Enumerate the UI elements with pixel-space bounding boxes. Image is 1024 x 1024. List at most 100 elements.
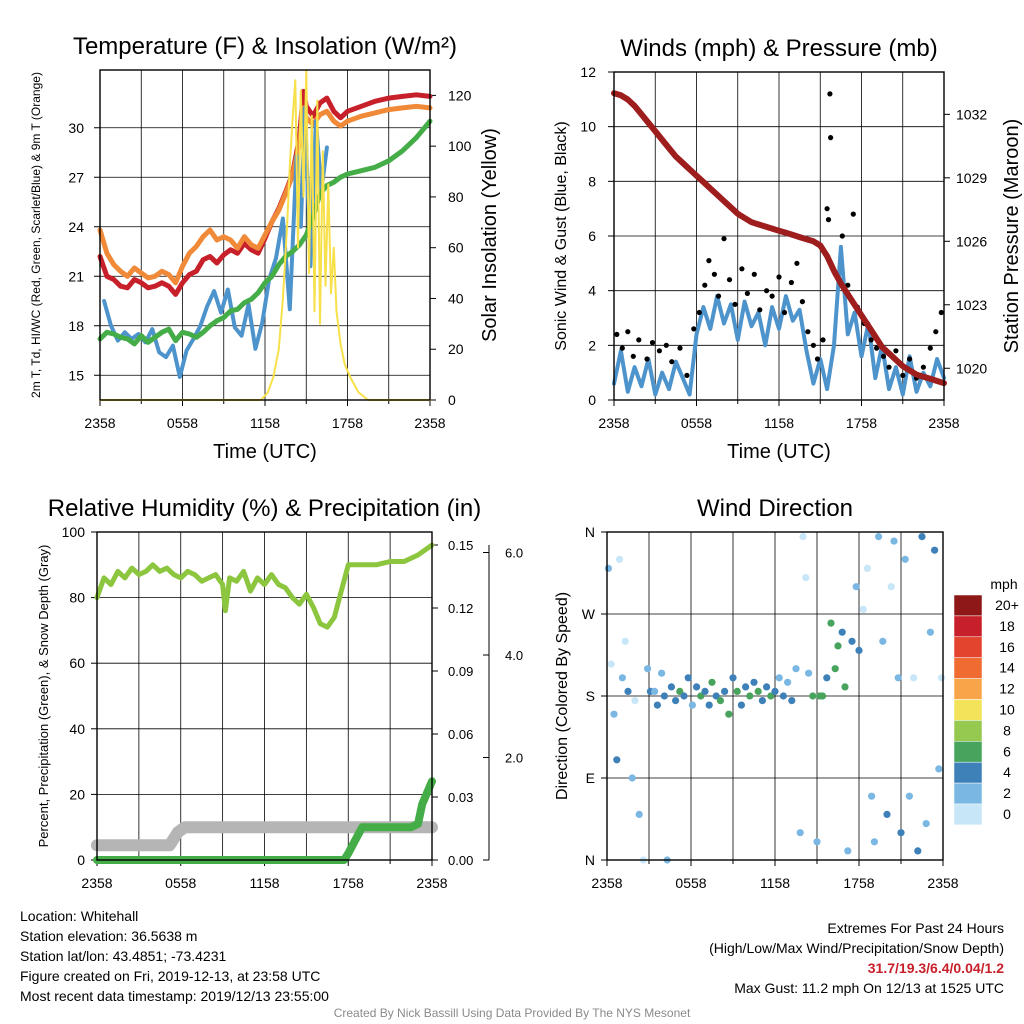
precip-tick-label: 0.00: [448, 853, 473, 868]
winds-panel: 2358 0558 1158 1758 2358 Winds (mph) & Pressu…: [553, 35, 1023, 463]
legend-swatch: [953, 594, 983, 617]
direction-point: [754, 687, 762, 696]
credit-line: Created By Nick Bassill Using Data Provi…: [333, 1006, 691, 1020]
direction-point: [628, 774, 636, 782]
direction-point: [658, 669, 666, 677]
y2-tick-label: 0: [448, 392, 456, 408]
direction-point: [926, 628, 935, 636]
direction-point: [813, 838, 821, 846]
direction-point: [863, 564, 872, 573]
direction-point: [922, 820, 930, 828]
y-tick-label: 27: [68, 169, 84, 185]
snow-tick-label: 6.0: [505, 546, 523, 561]
gust-point: [644, 356, 650, 362]
humidity-panel: 2358 0558 1158 1758 2358 Relative Humidity (%…: [36, 495, 523, 891]
series-line-precipitation: [93, 777, 436, 864]
direction-point: [725, 710, 733, 718]
gust-point: [715, 293, 722, 299]
x-tick-label: 1158: [250, 415, 280, 431]
direction-point: [716, 697, 725, 705]
direction-point: [701, 687, 709, 696]
legend-swatch: [953, 636, 983, 658]
precip-tick-label: 0.03: [448, 790, 473, 805]
direction-point: [796, 829, 804, 837]
y2-tick-label: 100: [448, 138, 472, 154]
gust-point: [827, 91, 833, 97]
y-tick-label: 100: [62, 524, 86, 540]
y-tick-label: N: [585, 524, 595, 540]
y2-tick-label: 1023: [956, 297, 987, 313]
x-tick-label: 2358: [414, 415, 445, 431]
direction-point: [855, 646, 863, 655]
y-tick-label: 0: [77, 852, 85, 868]
gust-point: [619, 345, 625, 351]
x-tick-label: 2358: [591, 875, 622, 891]
y-tick-label: 80: [69, 590, 85, 606]
gust-point: [614, 331, 620, 337]
legend-label: 2: [1003, 785, 1011, 801]
gust-point: [824, 206, 830, 212]
direction-point: [746, 692, 754, 700]
gust-point: [691, 326, 697, 332]
direction-point: [844, 847, 852, 855]
series-line-2m-t: [97, 88, 433, 297]
direction-point: [684, 674, 692, 682]
gust-point: [814, 356, 821, 362]
gust-point: [900, 372, 906, 378]
direction-point: [750, 678, 758, 686]
y-tick-label: 30: [68, 120, 84, 136]
extremes-info: Extremes For Past 24 Hours (High/Low/Max…: [709, 918, 1004, 998]
direction-point: [870, 838, 879, 846]
y-tick-label: 4: [588, 283, 596, 299]
gust-point: [810, 342, 817, 348]
y-axis-label: Direction (Colored By Speed): [554, 592, 571, 800]
y-tick-label: 60: [69, 655, 85, 671]
direction-point: [938, 674, 946, 682]
gust-point: [663, 342, 669, 348]
gust-point: [656, 348, 663, 354]
series-line-9m-t: [97, 103, 433, 286]
legend-title: mph: [990, 576, 1017, 592]
plot-border: [606, 531, 944, 861]
gust-point: [630, 353, 636, 359]
x-tick-label: 1158: [249, 875, 279, 891]
direction-point: [868, 792, 876, 800]
direction-point: [607, 660, 615, 668]
series-line-station-pressure: [611, 90, 947, 387]
direction-point: [809, 692, 817, 700]
x-tick-label: 1758: [846, 415, 877, 431]
gust-point: [927, 345, 933, 351]
chart-title: Winds (mph) & Pressure (mb): [620, 35, 937, 62]
gust-point: [711, 271, 718, 277]
y2-tick-label: 80: [448, 189, 464, 205]
direction-point: [918, 533, 926, 541]
gust-point: [732, 301, 738, 307]
y-tick-label: 2: [588, 337, 596, 353]
legend-label: 10: [999, 702, 1015, 718]
direction-point: [733, 687, 741, 696]
gust-point: [868, 337, 874, 343]
gust-point: [788, 279, 795, 286]
gust-point: [845, 282, 851, 288]
direction-point: [823, 674, 831, 682]
gust-point: [726, 277, 733, 283]
direction-point: [890, 537, 898, 545]
series-line-snow-depth: [91, 821, 438, 852]
precip-tick-label: 0.12: [448, 601, 473, 616]
direction-point: [708, 678, 716, 686]
direction-point: [712, 692, 720, 700]
direction-point: [875, 533, 883, 541]
gust-point: [669, 359, 675, 365]
extremes-title: Extremes For Past 24 Hours: [827, 920, 1004, 936]
direction-point: [914, 847, 922, 855]
direction-point: [758, 697, 767, 705]
direction-point: [767, 692, 775, 700]
legend-swatch: [953, 615, 983, 638]
gust-point: [820, 337, 826, 343]
x-tick-label: 2358: [598, 415, 629, 431]
chart-title: Temperature (F) & Insolation (W/m²): [73, 33, 457, 60]
direction-point: [779, 692, 788, 700]
direction-point: [688, 701, 697, 709]
direction-point: [653, 701, 662, 709]
series-line-2m-td: [97, 118, 433, 347]
